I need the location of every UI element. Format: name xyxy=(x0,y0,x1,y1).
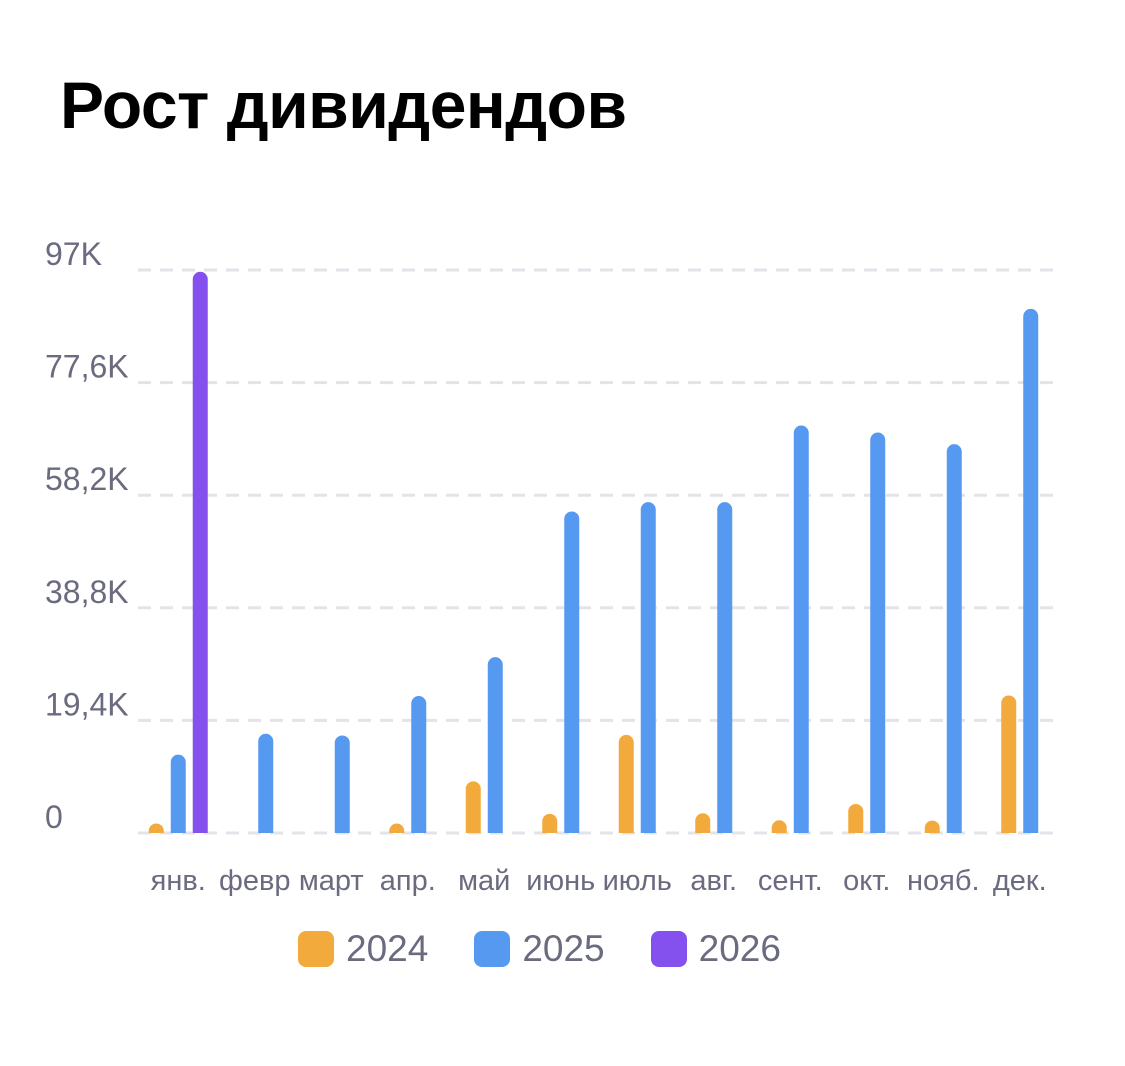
x-axis-ticks: янв. февр март апр. май июнь июль авг. сент. окт.… xyxy=(151,865,1047,897)
x-tick-label: нояб. xyxy=(907,865,980,897)
y-tick-label: 58,2K xyxy=(45,461,129,497)
y-tick-label: 19,4K xyxy=(45,686,129,722)
x-tick-label: сент. xyxy=(758,865,823,897)
bar-2025-6 xyxy=(640,502,656,833)
bar-2024-3 xyxy=(389,823,405,833)
bar-2025-8 xyxy=(793,425,809,833)
bar-2024-0 xyxy=(148,823,164,833)
bar-2025-7 xyxy=(717,502,733,833)
x-tick-label: май xyxy=(458,865,510,897)
x-tick-label: окт. xyxy=(843,865,890,897)
bar-2025-9 xyxy=(870,432,886,833)
y-tick-label: 97K xyxy=(45,236,102,272)
legend-item-2026[interactable]: 2026 xyxy=(650,928,781,970)
x-tick-label: февр xyxy=(219,865,291,897)
x-tick-label: авг. xyxy=(690,865,737,897)
bar-2025-5 xyxy=(564,511,580,833)
y-axis-ticks: 0 19,4K 38,8K 58,2K 77,6K 97K xyxy=(45,236,129,835)
y-tick-label: 38,8K xyxy=(45,574,129,610)
bar-2025-4 xyxy=(487,657,503,833)
x-tick-label: апр. xyxy=(380,865,436,897)
bar-2024-6 xyxy=(618,734,634,833)
bar-2025-3 xyxy=(411,696,427,833)
y-tick-label: 77,6K xyxy=(45,349,129,385)
legend-label: 2025 xyxy=(522,928,605,969)
bar-2025-10 xyxy=(946,444,962,833)
bar-2026-0 xyxy=(192,271,208,834)
legend-label: 2024 xyxy=(346,928,429,969)
bar-2024-9 xyxy=(848,803,864,833)
x-tick-label: июль xyxy=(603,865,672,897)
legend-swatch xyxy=(298,931,334,967)
legend-item-2025[interactable]: 2025 xyxy=(474,928,605,970)
x-tick-label: янв. xyxy=(151,865,206,897)
bar-2024-4 xyxy=(465,781,481,833)
bar-2024-10 xyxy=(924,820,940,833)
gridlines xyxy=(138,268,1058,835)
legend-item-2024[interactable]: 2024 xyxy=(298,928,428,970)
bar-2025-0 xyxy=(170,754,186,833)
legend-swatch xyxy=(474,931,511,967)
chart-title: Рост дивидендов xyxy=(60,68,627,142)
bar-2024-8 xyxy=(771,820,787,833)
x-tick-label: июнь xyxy=(526,865,595,897)
x-tick-label: дек. xyxy=(993,865,1047,897)
x-tick-label: март xyxy=(299,865,364,897)
legend-swatch xyxy=(650,931,687,967)
bar-2024-5 xyxy=(542,813,558,833)
bar-2025-1 xyxy=(258,733,274,833)
legend-label: 2026 xyxy=(698,928,781,969)
bar-2025-2 xyxy=(334,735,350,833)
bars xyxy=(148,271,1039,834)
bar-2025-11 xyxy=(1023,308,1039,833)
legend: 2024 2025 2026 xyxy=(298,928,827,970)
bar-2024-11 xyxy=(1001,695,1017,833)
y-tick-label: 0 xyxy=(45,799,63,835)
bar-2024-7 xyxy=(695,813,711,833)
